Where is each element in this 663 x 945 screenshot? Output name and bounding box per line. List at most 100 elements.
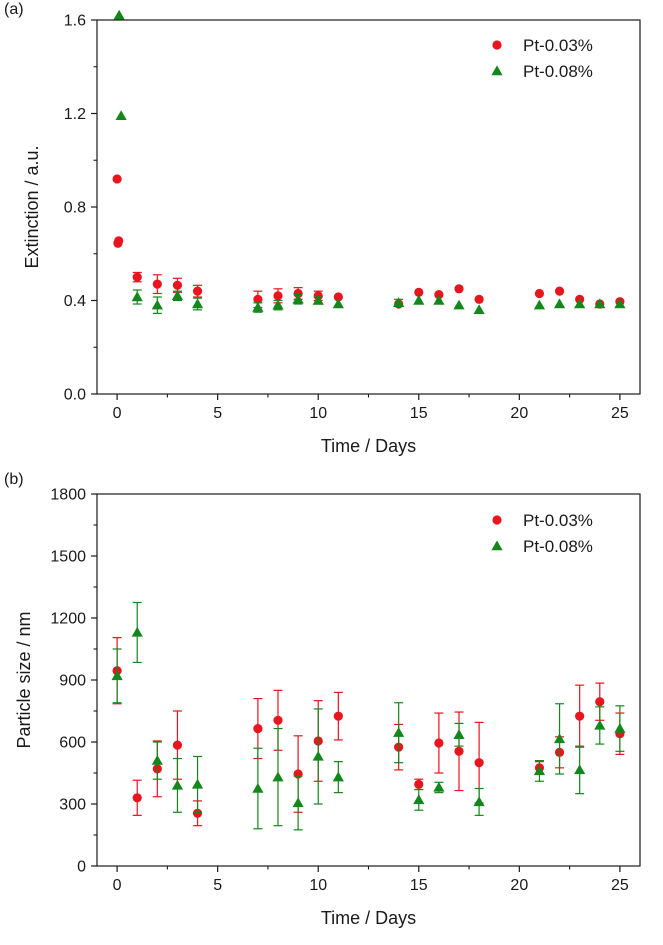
data-point	[453, 299, 465, 310]
data-point	[273, 291, 283, 301]
y-tick-label: 0	[77, 859, 86, 876]
x-tick-label: 5	[213, 405, 222, 422]
data-point	[171, 290, 184, 301]
series-pt-0-03	[112, 637, 625, 827]
panel-label: (b)	[4, 471, 24, 488]
data-point	[454, 284, 464, 294]
data-point	[333, 292, 343, 302]
legend: Pt-0.03% Pt-0.08%	[491, 511, 593, 556]
data-point	[171, 779, 184, 790]
data-point	[172, 280, 183, 290]
data-point	[131, 291, 143, 302]
x-axis-title: Time / Days	[321, 908, 416, 928]
y-tick-label: 1.6	[64, 13, 86, 30]
data-point	[533, 765, 546, 776]
legend-label: Pt-0.03%	[523, 511, 593, 530]
series-pt-0-03	[112, 174, 625, 309]
data-point	[252, 301, 264, 312]
x-tick-label: 0	[113, 405, 122, 422]
y-tick-label: 300	[59, 797, 86, 814]
x-tick-label: 20	[510, 405, 528, 422]
data-point	[414, 287, 424, 297]
data-point	[252, 782, 264, 793]
data-point	[595, 697, 605, 707]
x-tick-label: 25	[611, 877, 629, 894]
data-point	[414, 779, 424, 789]
x-tick-label: 10	[309, 405, 327, 422]
data-point	[272, 771, 284, 782]
legend-circle-marker	[492, 515, 502, 525]
data-point	[253, 294, 263, 304]
x-tick-label: 5	[213, 877, 222, 894]
series-pt-0-08	[111, 601, 626, 831]
data-point	[312, 294, 324, 305]
y-tick-label: 0.0	[64, 387, 86, 404]
data-point	[293, 288, 303, 299]
data-point	[393, 297, 405, 308]
x-tick-label: 20	[510, 877, 528, 894]
data-point	[473, 304, 485, 315]
y-axis-title: Particle size / nm	[14, 611, 34, 748]
data-point	[192, 808, 203, 818]
data-point	[433, 781, 445, 792]
x-tick-label: 15	[410, 405, 428, 422]
data-point	[333, 711, 343, 721]
data-point	[553, 298, 566, 309]
data-point	[474, 294, 484, 304]
panel-label: (a)	[4, 1, 24, 18]
data-point	[473, 796, 485, 807]
data-point	[393, 727, 405, 737]
y-tick-label: 1.2	[64, 106, 86, 123]
data-point	[115, 110, 127, 121]
data-point	[434, 738, 444, 748]
data-point	[292, 293, 304, 304]
data-point	[433, 294, 445, 305]
data-point	[553, 733, 566, 744]
legend-circle-marker	[492, 40, 502, 50]
data-point	[332, 771, 344, 782]
data-point	[273, 715, 283, 725]
panel-b-particle-size-chart: (b) 0 5 10 15 20 25 0 300 600 900 1200 1500 1800 Time …	[4, 471, 641, 928]
data-point	[332, 298, 344, 309]
x-axis-title: Time / Days	[321, 436, 416, 456]
data-point	[131, 626, 143, 637]
data-point	[192, 286, 203, 296]
legend: Pt-0.03% Pt-0.08%	[491, 36, 593, 81]
data-point	[132, 793, 142, 803]
x-tick-label: 10	[309, 877, 327, 894]
y-tick-label: 1500	[50, 549, 86, 566]
y-axis-title: Extinction / a.u.	[22, 145, 42, 268]
y-tick-label: 600	[59, 735, 86, 752]
data-point	[152, 279, 162, 289]
data-point	[253, 723, 263, 734]
data-point	[413, 794, 425, 805]
y-tick-label: 900	[59, 673, 86, 690]
data-point	[114, 236, 124, 246]
data-point	[614, 298, 626, 309]
data-point	[474, 758, 484, 768]
data-point	[172, 740, 183, 750]
data-point	[191, 298, 204, 309]
data-point	[533, 299, 546, 310]
x-tick-label: 25	[611, 405, 629, 422]
data-point	[132, 272, 142, 282]
legend-triangle-marker	[491, 540, 503, 551]
data-point	[454, 746, 464, 756]
panel-a-extinction-chart: (a) 0 5 10 15 20 25 0.0 0.4 0.8 1.2 1.6 Time / Days E…	[4, 1, 641, 456]
data-point	[413, 294, 425, 305]
data-point	[534, 288, 545, 299]
y-tick-label: 1800	[50, 487, 86, 504]
y-tick-label: 1200	[50, 611, 86, 628]
data-point	[191, 778, 204, 789]
x-tick-label: 0	[113, 877, 122, 894]
data-point	[594, 719, 606, 730]
x-tick-label: 15	[410, 877, 428, 894]
legend-label: Pt-0.08%	[523, 537, 593, 556]
y-tick-label: 0.8	[64, 200, 86, 217]
data-point	[292, 797, 304, 808]
legend-triangle-marker	[491, 65, 503, 76]
data-point	[594, 298, 606, 309]
legend-label: Pt-0.08%	[523, 62, 593, 81]
data-point	[614, 722, 626, 733]
